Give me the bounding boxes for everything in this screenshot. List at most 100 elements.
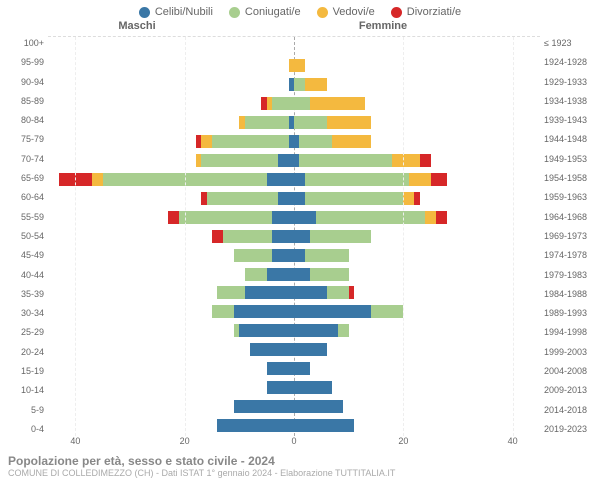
pyramid-row: [48, 190, 540, 207]
y-tick-birth: 2009-2013: [544, 385, 600, 395]
chart-title: Popolazione per età, sesso e stato civil…: [8, 454, 592, 468]
pyramid-row: [48, 266, 540, 283]
bar-female: [294, 342, 540, 359]
y-tick-birth: 1984-1988: [544, 289, 600, 299]
segment-celibi: [294, 249, 305, 262]
gender-labels: Maschi Femmine: [0, 20, 600, 36]
segment-coniugati: [310, 268, 348, 281]
legend-label: Coniugati/e: [245, 6, 301, 18]
segment-coniugati: [245, 116, 289, 129]
legend-label: Vedovi/e: [333, 6, 375, 18]
pyramid-row: [48, 96, 540, 113]
pyramid-row: [48, 399, 540, 416]
gridline: [75, 37, 76, 436]
segment-coniugati: [305, 249, 349, 262]
footer: Popolazione per età, sesso e stato civil…: [0, 450, 600, 478]
segment-celibi: [267, 381, 294, 394]
y-tick-birth: 2014-2018: [544, 405, 600, 415]
bar-female: [294, 285, 540, 302]
segment-vedovi: [327, 116, 371, 129]
pyramid-plot: [48, 36, 540, 436]
bar-male: [48, 380, 294, 397]
segment-celibi: [294, 362, 310, 375]
bar-female: [294, 304, 540, 321]
y-tick-age: 90-94: [0, 77, 44, 87]
y-tick-age: 70-74: [0, 154, 44, 164]
y-axis-left: 100+95-9990-9485-8980-8475-7970-7465-696…: [0, 36, 48, 436]
segment-coniugati: [212, 135, 289, 148]
y-tick-age: 75-79: [0, 134, 44, 144]
y-tick-birth: 1979-1983: [544, 270, 600, 280]
segment-coniugati: [223, 230, 272, 243]
bar-male: [48, 228, 294, 245]
pyramid-row: [48, 171, 540, 188]
bar-male: [48, 171, 294, 188]
y-tick-age: 20-24: [0, 347, 44, 357]
segment-celibi: [217, 419, 294, 432]
bar-female: [294, 171, 540, 188]
bar-female: [294, 153, 540, 170]
y-tick-age: 100+: [0, 38, 44, 48]
pyramid-row: [48, 209, 540, 226]
segment-coniugati: [305, 173, 409, 186]
legend-label: Celibi/Nubili: [155, 6, 213, 18]
segment-celibi: [294, 173, 305, 186]
segment-divorziati: [349, 286, 354, 299]
segment-divorziati: [212, 230, 223, 243]
bar-male: [48, 304, 294, 321]
gridline: [513, 37, 514, 436]
segment-vedovi: [294, 59, 305, 72]
pyramid-row: [48, 380, 540, 397]
bar-male: [48, 190, 294, 207]
y-tick-age: 15-19: [0, 366, 44, 376]
segment-divorziati: [420, 154, 431, 167]
bar-male: [48, 342, 294, 359]
bar-female: [294, 266, 540, 283]
segment-celibi: [267, 268, 294, 281]
segment-celibi: [278, 154, 294, 167]
y-tick-age: 45-49: [0, 250, 44, 260]
bar-female: [294, 77, 540, 94]
segment-divorziati: [436, 211, 447, 224]
y-tick-birth: 1944-1948: [544, 134, 600, 144]
x-tick: 20: [398, 436, 408, 446]
pyramid-row: [48, 153, 540, 170]
segment-celibi: [294, 343, 327, 356]
y-tick-birth: 1949-1953: [544, 154, 600, 164]
segment-celibi: [294, 305, 371, 318]
bar-female: [294, 96, 540, 113]
legend-item: Divorziati/e: [391, 6, 461, 18]
segment-celibi: [272, 211, 294, 224]
y-tick-birth: ≤ 1923: [544, 38, 600, 48]
chart-subtitle: COMUNE DI COLLEDIMEZZO (CH) - Dati ISTAT…: [8, 468, 592, 478]
bar-female: [294, 228, 540, 245]
bar-male: [48, 39, 294, 56]
bar-male: [48, 153, 294, 170]
bar-female: [294, 380, 540, 397]
bar-female: [294, 323, 540, 340]
segment-celibi: [239, 324, 294, 337]
bar-female: [294, 209, 540, 226]
segment-celibi: [267, 173, 294, 186]
y-tick-birth: 1969-1973: [544, 231, 600, 241]
bar-male: [48, 266, 294, 283]
segment-coniugati: [294, 97, 310, 110]
segment-coniugati: [371, 305, 404, 318]
segment-coniugati: [294, 78, 305, 91]
segment-vedovi: [425, 211, 436, 224]
legend: Celibi/Nubili Coniugati/e Vedovi/e Divorzia…: [0, 0, 600, 20]
segment-coniugati: [327, 286, 349, 299]
x-tick: 0: [291, 436, 296, 446]
bar-female: [294, 247, 540, 264]
y-tick-birth: 1924-1928: [544, 57, 600, 67]
segment-celibi: [294, 230, 310, 243]
y-tick-age: 10-14: [0, 385, 44, 395]
y-tick-age: 85-89: [0, 96, 44, 106]
segment-celibi: [272, 230, 294, 243]
bar-male: [48, 399, 294, 416]
gridline: [403, 37, 404, 436]
y-tick-age: 50-54: [0, 231, 44, 241]
segment-coniugati: [310, 230, 370, 243]
segment-celibi: [294, 286, 327, 299]
y-tick-birth: 1939-1943: [544, 115, 600, 125]
